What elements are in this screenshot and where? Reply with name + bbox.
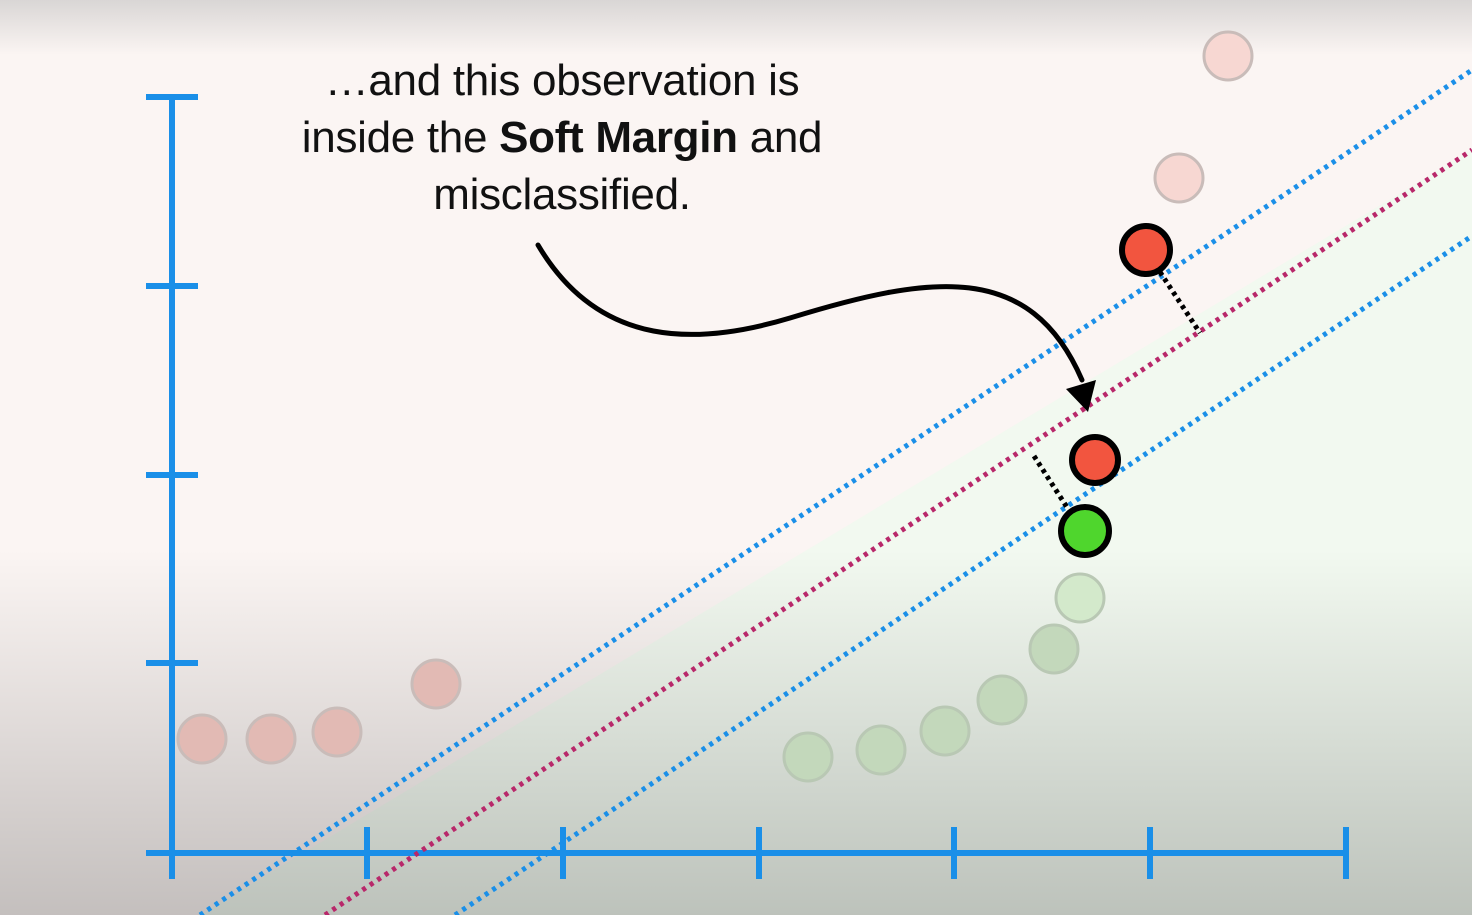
annotation-text: …and this observation is inside the Soft… xyxy=(212,52,912,223)
faded-green-point xyxy=(782,731,834,783)
faded-red-point xyxy=(410,658,462,710)
faded-red-point xyxy=(1153,152,1205,204)
faded-red-point xyxy=(176,713,228,765)
lower-margin-line xyxy=(453,233,1472,915)
distance-indicator-middle xyxy=(1031,454,1073,514)
faded-green-point xyxy=(1054,572,1106,624)
pointer-arrowhead xyxy=(1066,380,1096,412)
pointer-arrow xyxy=(535,242,1085,383)
green-observation xyxy=(1058,504,1112,558)
faded-green-point xyxy=(976,674,1028,726)
faded-red-point xyxy=(245,713,297,765)
annotation-line-3: misclassified. xyxy=(433,170,691,219)
faded-red-point xyxy=(311,706,363,758)
faded-red-point xyxy=(1202,30,1254,82)
soft-margin-term: Soft Margin xyxy=(499,113,738,162)
faded-green-observations xyxy=(782,572,1106,783)
red-observation-outside-margin xyxy=(1119,223,1173,277)
annotation-line-1: …and this observation is xyxy=(324,56,800,105)
red-observation-misclassified xyxy=(1069,434,1121,486)
faded-green-point xyxy=(919,705,971,757)
faded-green-point xyxy=(855,724,907,776)
axes xyxy=(146,94,1349,879)
faded-red-observations xyxy=(176,30,1254,765)
faded-green-point xyxy=(1028,623,1080,675)
annotation-line-2: inside the Soft Margin and xyxy=(301,113,823,162)
upper-margin-line xyxy=(198,67,1472,915)
